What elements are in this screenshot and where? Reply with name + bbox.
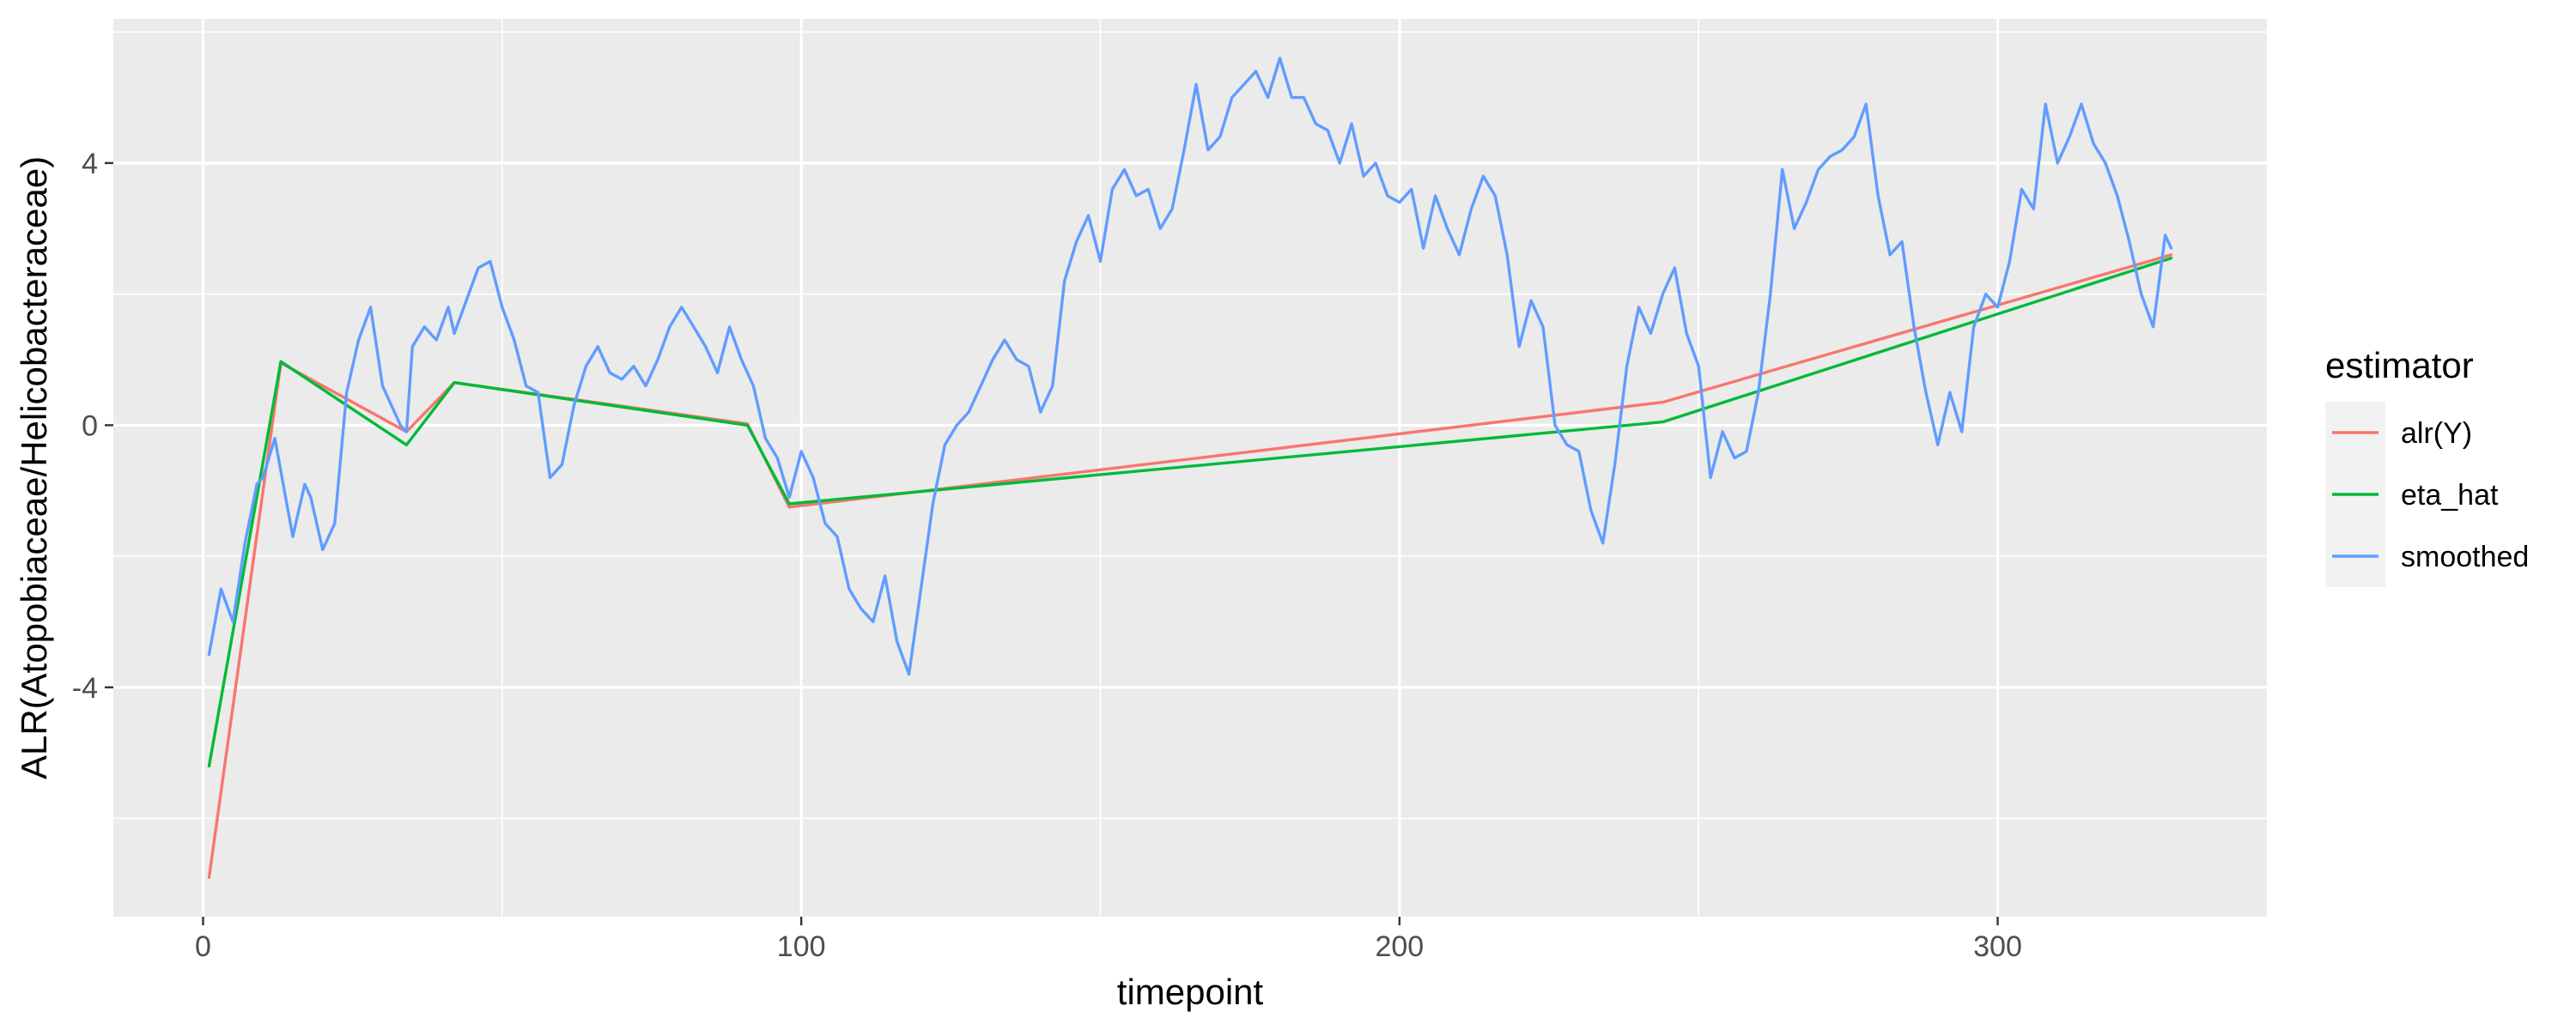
series-line-smoothed (207, 57, 2173, 676)
major-gridlines (113, 19, 2267, 917)
y-tick-label: -4 (72, 672, 98, 705)
x-tick-label: 300 (1973, 930, 2022, 963)
x-axis-title: timepoint (1117, 972, 1264, 1012)
legend-label: alr(Y) (2401, 417, 2472, 450)
y-axis-title: ALR(Atopobiaceae/Helicobacteraceae) (14, 156, 54, 779)
axis-ticks (105, 161, 1999, 925)
legend-item-eta-hat: eta_hat (2325, 464, 2499, 525)
plot-panel (113, 19, 2267, 917)
x-tick-label: 0 (195, 930, 211, 963)
tick-labels: 0 100 200 300 -4 0 4 (72, 148, 2022, 963)
legend: estimator alr(Y) eta_hat smoothed (2325, 345, 2529, 587)
legend-label: smoothed (2401, 541, 2529, 573)
legend-title: estimator (2325, 345, 2474, 385)
legend-label: eta_hat (2401, 479, 2499, 512)
y-tick-label: 4 (82, 148, 98, 180)
x-tick-label: 100 (777, 930, 826, 963)
series-layer (207, 57, 2173, 879)
legend-item-smoothed: smoothed (2325, 525, 2529, 587)
y-tick-label: 0 (82, 409, 98, 442)
series-line-eta-hat (207, 257, 2173, 768)
x-tick-label: 200 (1375, 930, 1424, 963)
legend-item-alr: alr(Y) (2325, 402, 2472, 464)
